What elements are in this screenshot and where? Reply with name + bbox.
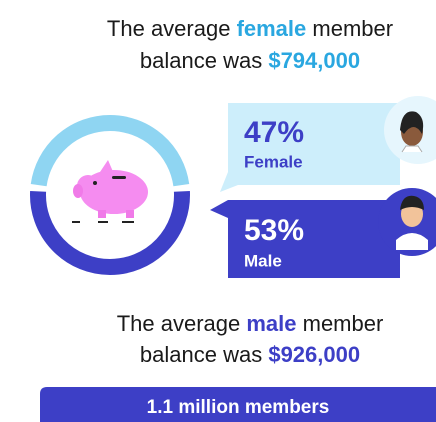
male-percent: 53% <box>244 214 304 247</box>
female-heading-line1: The average female member <box>107 16 393 41</box>
piggy-icon <box>72 160 148 223</box>
male-avatar <box>378 188 436 256</box>
male-heading-line1: The average male member <box>117 311 384 336</box>
female-callout <box>220 103 400 192</box>
male-callout <box>210 200 400 278</box>
text: $926,000 <box>268 342 360 367</box>
donut-segment <box>30 190 190 275</box>
male-heading-line2: balance was $926,000 <box>140 342 360 367</box>
text: balance was <box>140 342 268 367</box>
female-avatar <box>384 96 436 164</box>
text: $794,000 <box>268 48 360 73</box>
female-label: Female <box>244 152 303 171</box>
banner <box>40 387 436 422</box>
female-heading-line2: balance was $794,000 <box>140 48 360 73</box>
text: member <box>297 311 384 336</box>
text: member <box>306 16 393 41</box>
female-percent: 47% <box>244 116 304 149</box>
text: The average <box>107 16 237 41</box>
text: balance was <box>140 48 268 73</box>
donut <box>30 115 190 275</box>
banner-text: 1.1 million members <box>147 397 330 418</box>
text: male <box>246 311 296 336</box>
text: female <box>237 16 307 41</box>
donut-segment <box>30 115 190 187</box>
male-label: Male <box>244 251 282 270</box>
text: The average <box>117 311 247 336</box>
